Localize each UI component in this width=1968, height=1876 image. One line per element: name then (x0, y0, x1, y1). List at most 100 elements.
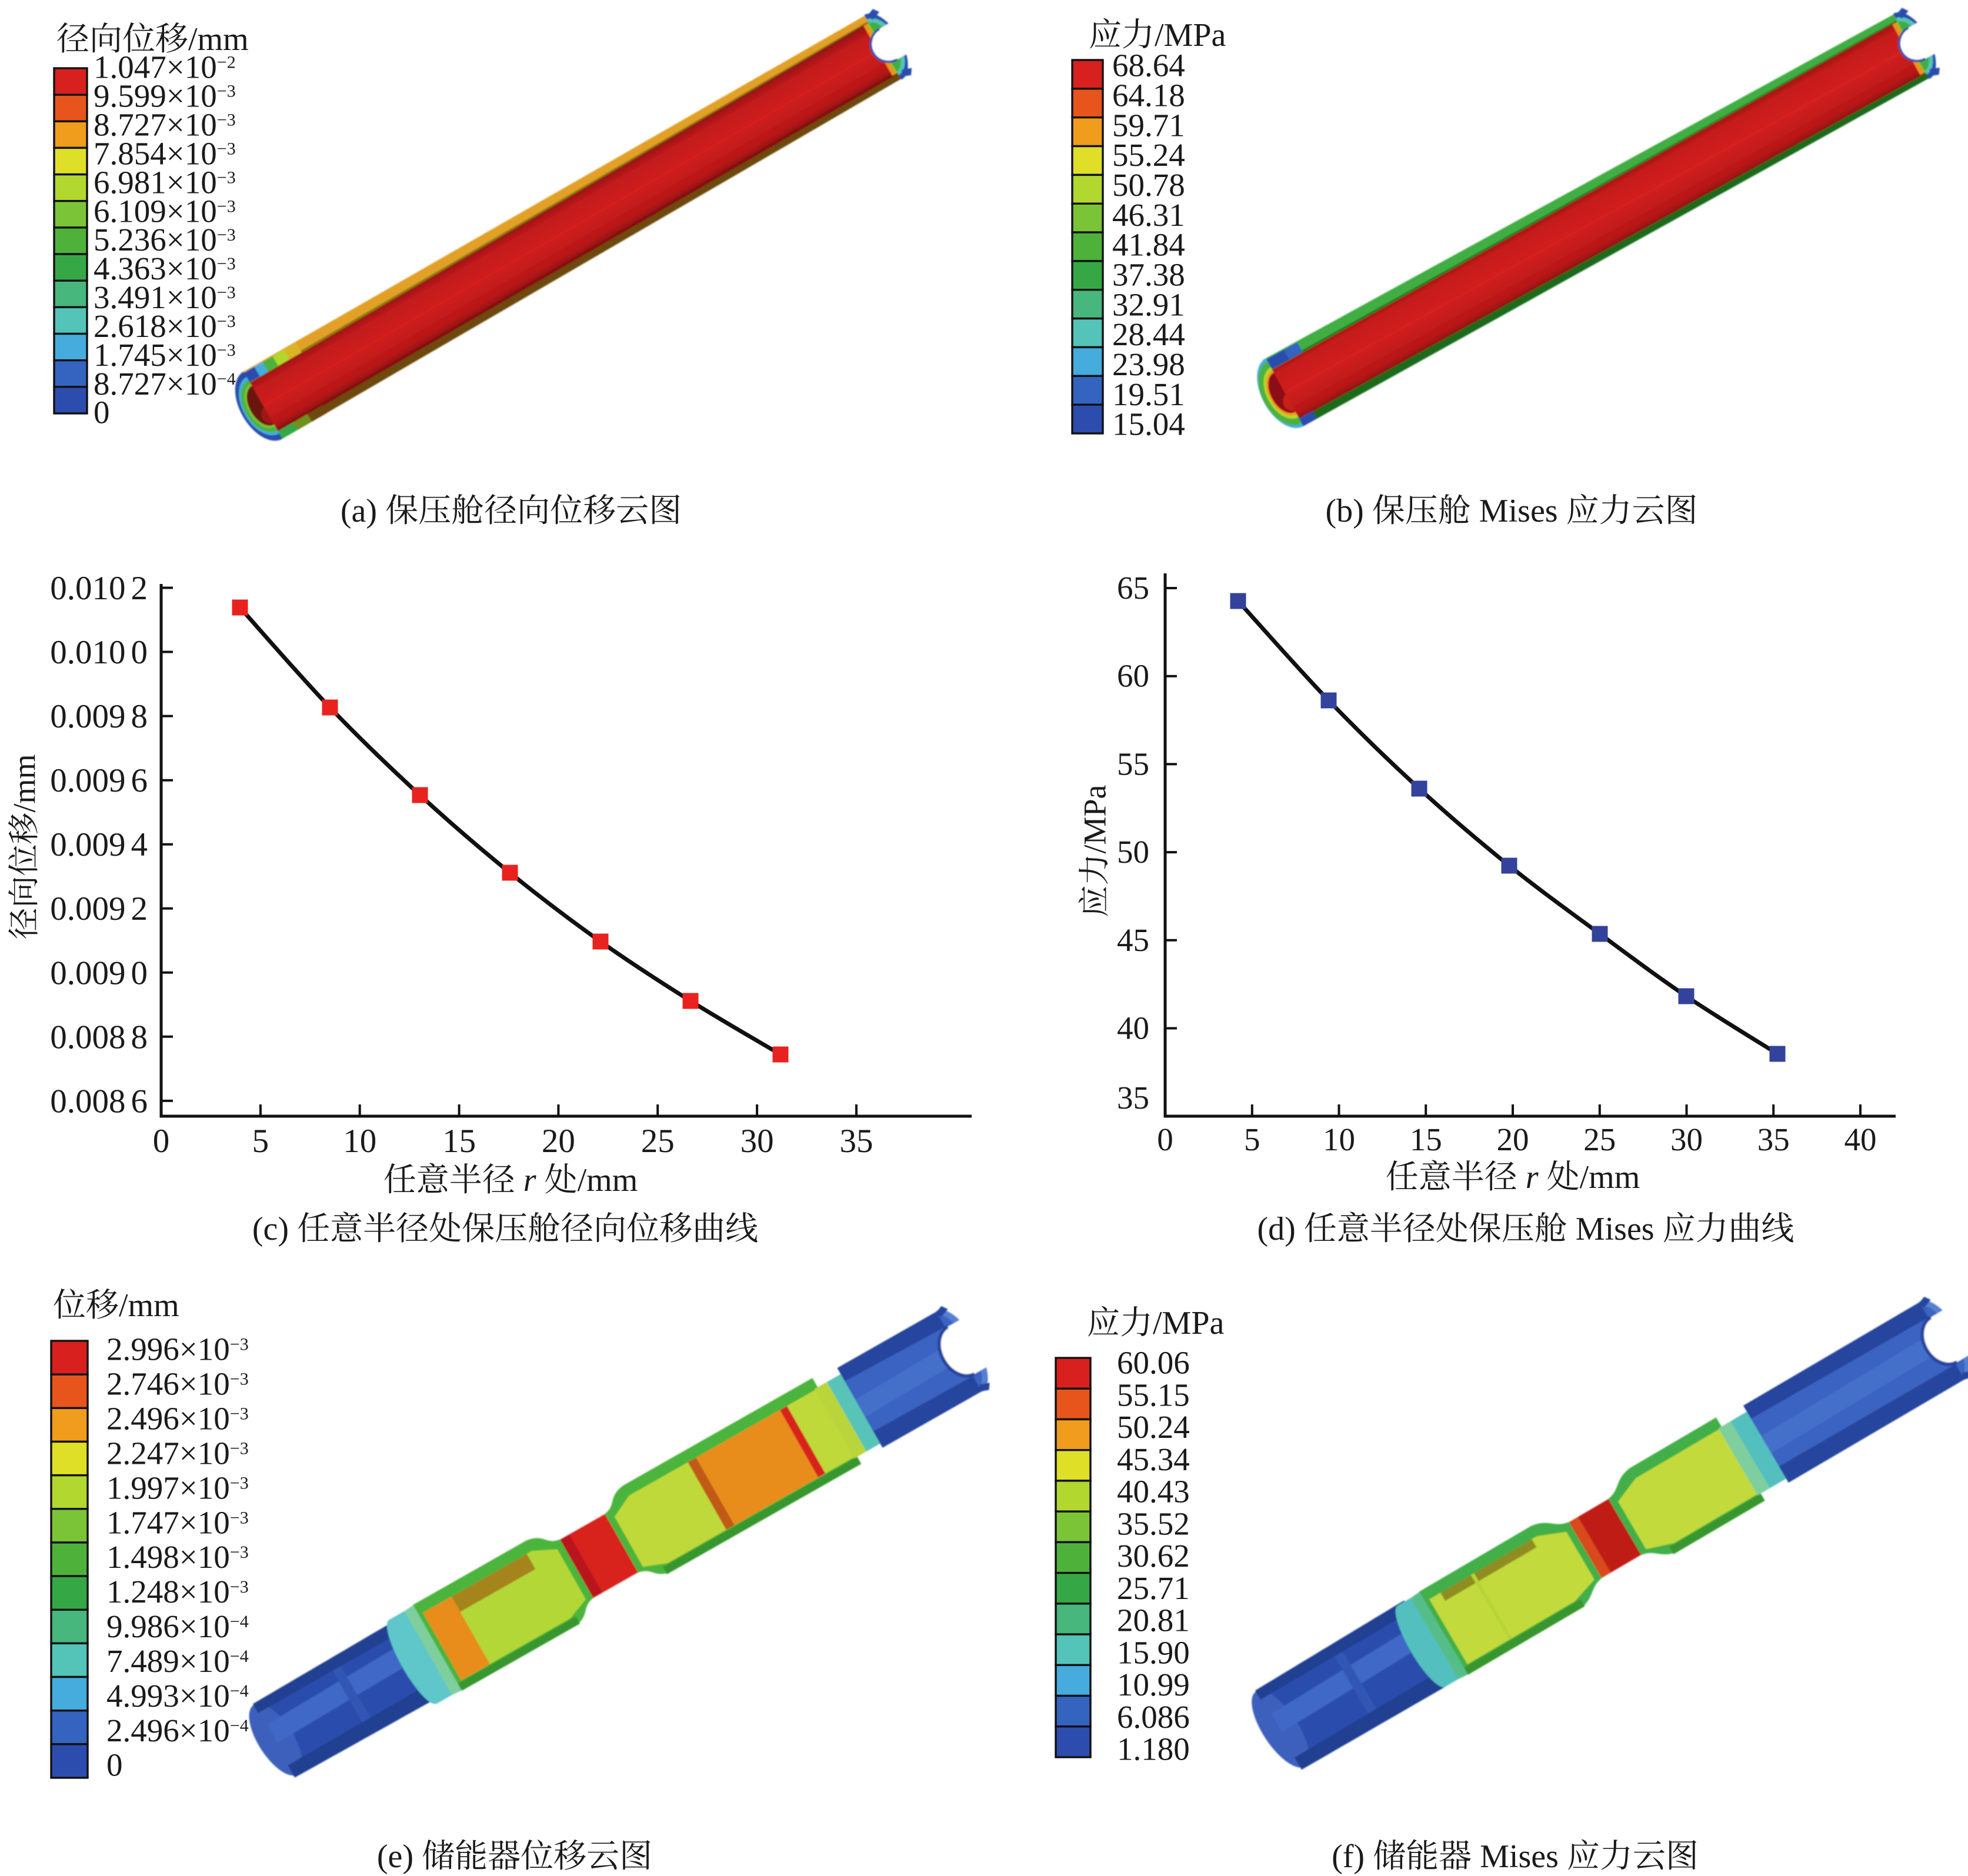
svg-text:1.047×10−2: 1.047×10−2 (94, 49, 236, 85)
svg-text:1.180: 1.180 (1117, 1731, 1190, 1767)
svg-text:(f): (f) (1332, 1838, 1373, 1875)
svg-text:6.981×10−3: 6.981×10−3 (94, 164, 236, 200)
svg-text:4.993×10−4: 4.993×10−4 (106, 1678, 249, 1714)
svg-text:55: 55 (1117, 746, 1149, 782)
svg-text:35: 35 (1117, 1080, 1149, 1116)
svg-text:50.24: 50.24 (1117, 1409, 1190, 1445)
svg-text:15: 15 (442, 1123, 476, 1160)
svg-text:60: 60 (1117, 658, 1149, 694)
svg-text:40: 40 (1844, 1121, 1877, 1157)
svg-text:2.996×10−3: 2.996×10−3 (106, 1331, 249, 1367)
svg-text:37.38: 37.38 (1112, 257, 1185, 293)
svg-text:(e): (e) (377, 1838, 422, 1875)
svg-text:Mises: Mises (1472, 1838, 1567, 1875)
svg-text:2.496×10−4: 2.496×10−4 (106, 1713, 249, 1748)
svg-text:65: 65 (1117, 570, 1149, 606)
svg-text:1.997×10−3: 1.997×10−3 (106, 1470, 249, 1506)
svg-text:40.43: 40.43 (1117, 1474, 1190, 1510)
svg-text:0: 0 (153, 1123, 170, 1160)
svg-text:30: 30 (1670, 1121, 1703, 1157)
svg-text:8.727×10−3: 8.727×10−3 (94, 107, 236, 143)
svg-text:(d): (d) (1257, 1211, 1304, 1247)
svg-text:1.248×10−3: 1.248×10−3 (106, 1574, 249, 1610)
svg-text:r: r (523, 1162, 536, 1199)
svg-text:59.71: 59.71 (1112, 107, 1185, 143)
svg-text:9.599×10−3: 9.599×10−3 (94, 78, 236, 114)
svg-text:0: 0 (106, 1747, 123, 1783)
svg-text:5: 5 (1244, 1121, 1260, 1157)
svg-text:1.498×10−3: 1.498×10−3 (106, 1539, 249, 1575)
svg-text:19.51: 19.51 (1112, 376, 1185, 412)
svg-text:(c): (c) (252, 1211, 297, 1247)
svg-text:10: 10 (343, 1123, 376, 1160)
svg-text:/mm: /mm (1580, 1159, 1640, 1196)
svg-text:10.99: 10.99 (1117, 1667, 1190, 1703)
svg-text:9.986×10−4: 9.986×10−4 (106, 1608, 249, 1644)
svg-text:/mm: /mm (6, 754, 42, 812)
svg-text:/MPa: /MPa (1153, 1305, 1224, 1341)
svg-text:45: 45 (1117, 922, 1149, 958)
svg-text:20: 20 (1497, 1121, 1529, 1157)
svg-text:2.746×10−3: 2.746×10−3 (106, 1366, 249, 1402)
svg-text:/mm: /mm (119, 1287, 179, 1324)
svg-text:15.04: 15.04 (1112, 406, 1185, 442)
svg-text:20.81: 20.81 (1117, 1603, 1190, 1638)
svg-text:6.109×10−3: 6.109×10−3 (94, 193, 236, 229)
svg-text:68.64: 68.64 (1112, 48, 1185, 84)
svg-text:1.745×10−3: 1.745×10−3 (94, 337, 236, 373)
svg-text:25: 25 (641, 1123, 675, 1160)
svg-text:6.086: 6.086 (1117, 1699, 1190, 1735)
svg-text:1.747×10−3: 1.747×10−3 (106, 1504, 249, 1540)
svg-text:46.31: 46.31 (1112, 197, 1185, 233)
svg-text:7.489×10−4: 7.489×10−4 (106, 1643, 249, 1679)
svg-text:23.98: 23.98 (1112, 346, 1185, 382)
svg-text:5.236×10−3: 5.236×10−3 (94, 222, 236, 258)
svg-text:5: 5 (252, 1123, 269, 1160)
svg-text:28.44: 28.44 (1112, 316, 1185, 352)
svg-text:/MPa: /MPa (1155, 17, 1226, 54)
svg-text:15.90: 15.90 (1117, 1634, 1190, 1670)
svg-text:3.491×10−3: 3.491×10−3 (94, 279, 236, 315)
svg-text:60.06: 60.06 (1117, 1345, 1190, 1381)
svg-text:30.62: 30.62 (1117, 1538, 1190, 1574)
svg-text:(b): (b) (1326, 493, 1372, 529)
svg-text:/mm: /mm (188, 21, 249, 58)
svg-text:64.18: 64.18 (1112, 78, 1185, 114)
svg-text:2.618×10−3: 2.618×10−3 (94, 308, 236, 344)
svg-text:Mises: Mises (1471, 493, 1566, 529)
svg-text:40: 40 (1117, 1010, 1149, 1046)
svg-text:2.496×10−3: 2.496×10−3 (106, 1401, 249, 1437)
svg-text:0: 0 (1157, 1121, 1173, 1157)
svg-text:55.24: 55.24 (1112, 137, 1185, 173)
svg-text:Mises: Mises (1567, 1211, 1663, 1247)
svg-text:7.854×10−3: 7.854×10−3 (94, 135, 236, 171)
svg-text:0: 0 (94, 395, 110, 430)
svg-text:2.247×10−3: 2.247×10−3 (106, 1435, 249, 1471)
svg-text:20: 20 (542, 1123, 575, 1160)
svg-text:8.727×10−4: 8.727×10−4 (94, 366, 236, 402)
svg-text:4.363×10−3: 4.363×10−3 (94, 251, 236, 286)
svg-text:35: 35 (1757, 1121, 1790, 1157)
svg-text:/MPa: /MPa (1077, 785, 1112, 853)
svg-text:35: 35 (840, 1123, 873, 1160)
svg-text:25.71: 25.71 (1117, 1570, 1190, 1606)
svg-text:10: 10 (1323, 1121, 1355, 1157)
svg-text:41.84: 41.84 (1112, 227, 1185, 263)
svg-text:50.78: 50.78 (1112, 167, 1185, 203)
svg-text:/mm: /mm (578, 1162, 638, 1199)
svg-text:35.52: 35.52 (1117, 1506, 1190, 1541)
svg-text:r: r (1526, 1159, 1539, 1196)
svg-text:30: 30 (740, 1123, 774, 1160)
svg-text:55.15: 55.15 (1117, 1377, 1190, 1413)
svg-text:45.34: 45.34 (1117, 1441, 1190, 1477)
svg-text:25: 25 (1583, 1121, 1616, 1157)
